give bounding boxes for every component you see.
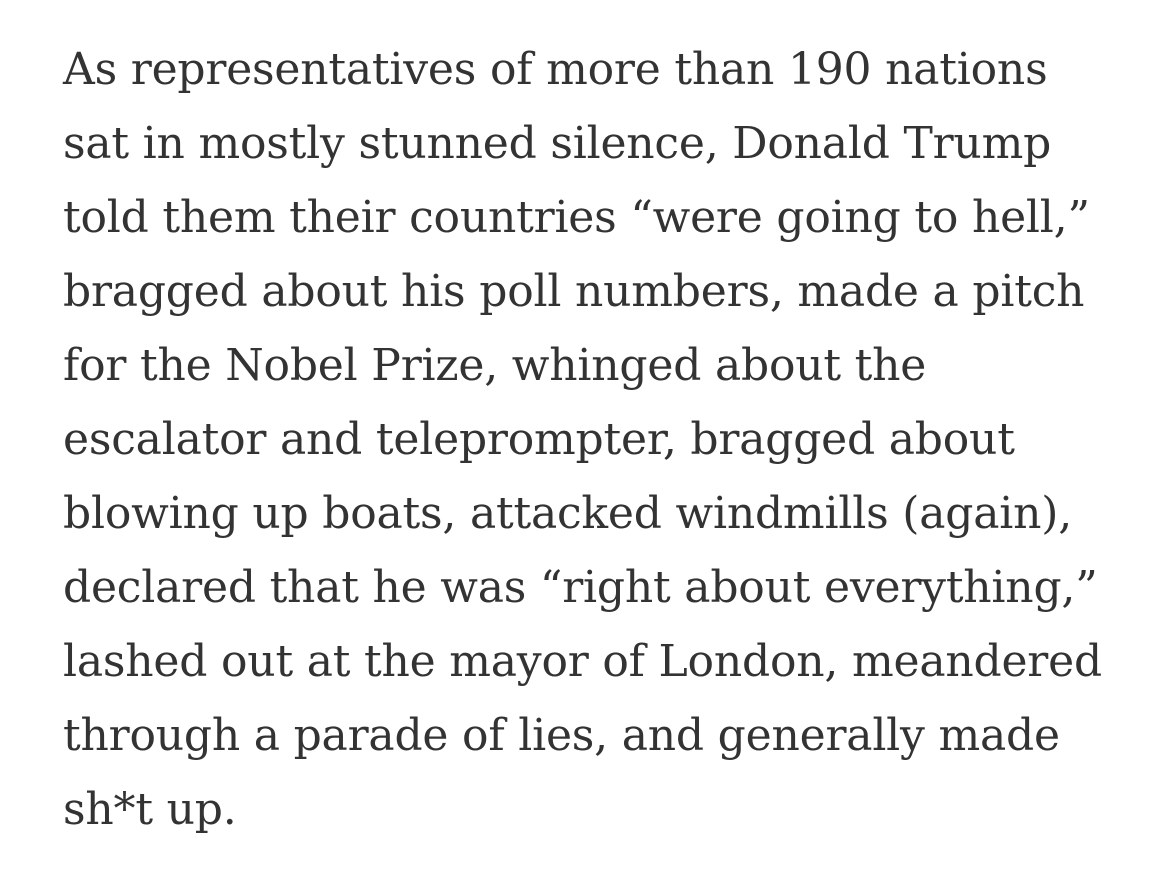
paragraph-line: As representatives of more than 190 nati… [63,44,1048,95]
paragraph-line: through a parade of lies, and generally … [63,710,1060,761]
paragraph-line: for the Nobel Prize, whinged about the [63,340,927,391]
paragraph-line: lashed out at the mayor of London, meand… [63,636,1102,687]
paragraph-line: declared that he was “right about everyt… [63,562,1098,613]
article-paragraph: As representatives of more than 190 nati… [63,33,1150,847]
paragraph-line: escalator and teleprompter, bragged abou… [63,414,1015,465]
paragraph-line: blowing up boats, attacked windmills (ag… [63,488,1072,539]
paragraph-line: bragged about his poll numbers, made a p… [63,266,1085,317]
paragraph-line: sh*t up. [63,784,237,835]
paragraph-line: sat in mostly stunned silence, Donald Tr… [63,118,1052,169]
paragraph-line: told them their countries “were going to… [63,192,1090,243]
